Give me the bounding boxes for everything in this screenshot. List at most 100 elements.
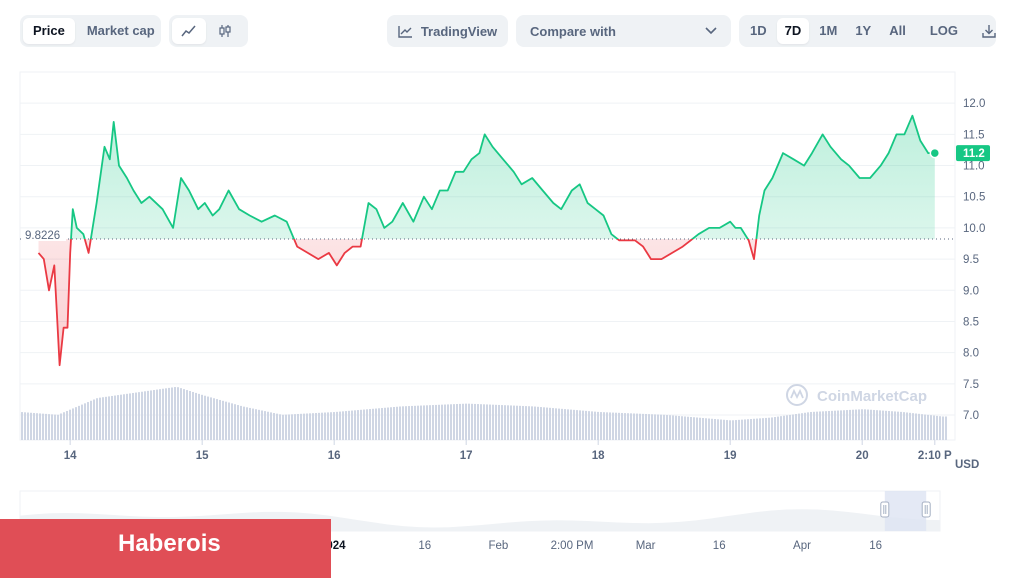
navigator-handle[interactable]: [921, 501, 931, 518]
chart-mode-toggle: [169, 15, 248, 47]
volume-bar: [501, 405, 503, 440]
navigator-tick-label: Mar: [636, 540, 656, 552]
volume-bar: [543, 407, 545, 440]
volume-bar: [576, 410, 578, 440]
range-7d[interactable]: 7D: [776, 18, 810, 44]
range-1y[interactable]: 1Y: [855, 23, 872, 38]
volume-bar: [135, 392, 137, 440]
volume-bar: [96, 398, 98, 440]
volume-bar: [879, 410, 881, 440]
price-area-up: [71, 115, 935, 239]
volume-bar: [666, 414, 668, 440]
volume-bar: [942, 416, 944, 440]
volume-bar: [318, 412, 320, 440]
volume-bar: [48, 414, 50, 440]
range-1d[interactable]: 1D: [750, 23, 767, 38]
volume-bar: [102, 397, 104, 440]
volume-bar: [366, 409, 368, 440]
volume-bar: [174, 387, 176, 440]
volume-bar: [372, 408, 374, 440]
watermark: CoinMarketCap: [786, 384, 927, 406]
baseline-label-bg: [22, 228, 66, 241]
baseline: 9.8226: [20, 228, 955, 242]
range-1m[interactable]: 1M: [819, 23, 838, 38]
volume-bar: [795, 414, 797, 440]
volume-bar: [129, 393, 131, 440]
volume-bar: [939, 416, 941, 440]
volume-bar: [768, 417, 770, 440]
volume-bar: [606, 412, 608, 440]
volume-bar: [117, 395, 119, 440]
x-tick-label: 16: [328, 450, 341, 462]
volume-bar: [594, 411, 596, 440]
volume-bar: [654, 414, 656, 440]
volume-bar: [894, 411, 896, 440]
volume-bar: [114, 395, 116, 440]
volume-bar: [714, 419, 716, 440]
volume-bar: [204, 395, 206, 440]
volume-bar: [882, 410, 884, 440]
volume-bar: [105, 396, 107, 440]
volume-bar: [834, 410, 836, 440]
navigator-tick-label: 2:00 PM: [551, 540, 594, 552]
volume-bar: [291, 414, 293, 440]
chevron-down-icon: [705, 27, 717, 35]
navigator-handle[interactable]: [880, 501, 890, 518]
volume-bar: [468, 403, 470, 440]
volume-bar: [57, 414, 59, 440]
volume-bar: [708, 418, 710, 440]
navigator-tick-label: 16: [418, 540, 431, 552]
volume-bar: [888, 411, 890, 440]
volume-bar: [354, 410, 356, 440]
y-axis: 12.0 11.5 11.0 10.5 10.0 9.5 9.0 8.5 8.0 7.5 7.0 US…: [955, 98, 990, 471]
volume-bar: [918, 413, 920, 440]
coinmarketcap-logo-mark: [790, 388, 804, 400]
log-scale-button[interactable]: LOG: [929, 23, 959, 38]
volume-bar: [519, 405, 521, 440]
volume-bar: [621, 412, 623, 440]
volume-bar: [600, 412, 602, 440]
tradingview-button[interactable]: TradingView: [387, 15, 508, 47]
volume-bar: [258, 409, 260, 440]
volume-bar: [66, 410, 68, 440]
volume-bar: [165, 388, 167, 440]
volume-bar: [441, 404, 443, 440]
grid: [19, 71, 956, 441]
volume-bar: [393, 407, 395, 440]
volume-bar: [648, 414, 650, 440]
volume-bar: [273, 413, 275, 440]
compare-with-select[interactable]: Compare with: [516, 15, 731, 47]
volume-bar: [282, 414, 284, 440]
volume-bar: [789, 414, 791, 440]
volume-bar: [852, 409, 854, 440]
navigator-tick-label: Apr: [793, 540, 811, 552]
volume-bar: [138, 392, 140, 440]
range-all[interactable]: All: [889, 23, 906, 38]
volume-bar: [216, 399, 218, 440]
volume-bar: [885, 410, 887, 440]
download-icon[interactable]: [974, 18, 1004, 44]
volume-bars: [21, 387, 947, 440]
volume-bar: [261, 410, 263, 440]
volume-bar: [180, 388, 182, 440]
candlestick-icon[interactable]: [208, 18, 242, 44]
volume-bar: [870, 409, 872, 440]
volume-bar: [861, 409, 863, 440]
tab-price[interactable]: Price: [23, 18, 75, 44]
volume-bar: [225, 401, 227, 440]
line-chart-icon[interactable]: [172, 18, 206, 44]
volume-bar: [84, 403, 86, 440]
watermark-text: CoinMarketCap: [817, 388, 927, 405]
current-price-dot: [929, 147, 941, 159]
volume-bar: [240, 405, 242, 440]
volume-bar: [690, 416, 692, 440]
volume-bar: [636, 413, 638, 440]
volume-bar: [723, 419, 725, 440]
volume-bar: [705, 418, 707, 440]
volume-bar: [81, 404, 83, 440]
volume-bar: [681, 416, 683, 440]
volume-bar: [612, 412, 614, 440]
volume-bar: [294, 414, 296, 440]
tab-market-cap[interactable]: Market cap: [86, 23, 155, 38]
